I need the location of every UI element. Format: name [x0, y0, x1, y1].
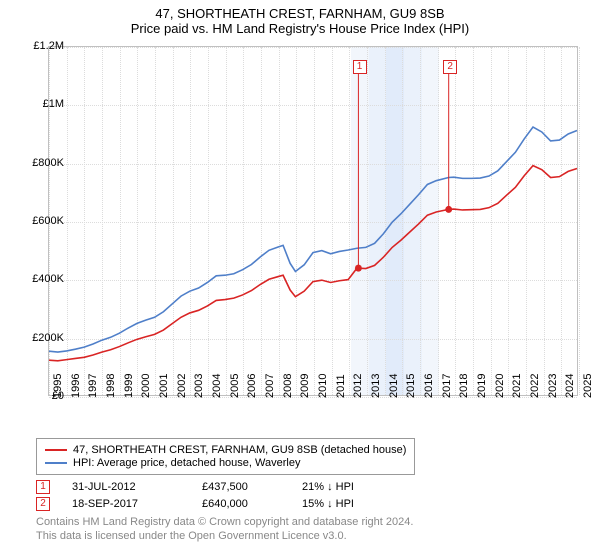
x-axis-label: 1997 [87, 374, 99, 398]
footer-attribution: Contains HM Land Registry data © Crown c… [36, 516, 413, 544]
legend-item: 47, SHORTHEATH CREST, FARNHAM, GU9 8SB (… [45, 444, 406, 456]
sale-date: 18-SEP-2017 [72, 498, 202, 510]
legend-swatch [45, 449, 67, 451]
x-axis-label: 2008 [282, 374, 294, 398]
x-axis-label: 2012 [352, 374, 364, 398]
x-axis-label: 2004 [211, 374, 223, 398]
x-axis-label: 2006 [246, 374, 258, 398]
legend-label: 47, SHORTHEATH CREST, FARNHAM, GU9 8SB (… [73, 444, 406, 456]
x-axis-label: 2023 [547, 374, 559, 398]
legend-item: HPI: Average price, detached house, Wave… [45, 457, 406, 469]
table-row: 2 18-SEP-2017£640,00015% ↓ HPI [36, 495, 402, 512]
y-axis-label: £200K [32, 332, 64, 344]
sale-price: £640,000 [202, 498, 302, 510]
x-axis-label: 2001 [158, 374, 170, 398]
footer-line: This data is licensed under the Open Gov… [36, 530, 413, 544]
table-row: 1 31-JUL-2012£437,50021% ↓ HPI [36, 478, 402, 495]
legend-swatch [45, 462, 67, 464]
chart-title: 47, SHORTHEATH CREST, FARNHAM, GU9 8SB [0, 0, 600, 21]
x-axis-label: 2010 [317, 374, 329, 398]
y-axis-label: £1M [43, 98, 64, 110]
sale-marker-flag: 2 [443, 60, 457, 74]
sale-marker-dot [355, 265, 362, 272]
x-axis-label: 2013 [370, 374, 382, 398]
legend-label: HPI: Average price, detached house, Wave… [73, 457, 300, 469]
x-axis-label: 2022 [529, 374, 541, 398]
y-axis-label: £600K [32, 215, 64, 227]
chart-subtitle: Price paid vs. HM Land Registry's House … [0, 21, 600, 40]
x-axis-label: 1998 [105, 374, 117, 398]
sales-table: 1 31-JUL-2012£437,50021% ↓ HPI 2 18-SEP-201… [36, 478, 402, 512]
sale-flag-icon: 2 [36, 497, 50, 511]
x-axis-label: 2002 [176, 374, 188, 398]
x-axis-label: 2003 [193, 374, 205, 398]
legend: 47, SHORTHEATH CREST, FARNHAM, GU9 8SB (… [36, 438, 415, 475]
x-axis-label: 2018 [458, 374, 470, 398]
sale-marker-dot [445, 206, 452, 213]
plot-area: 12 [48, 46, 578, 396]
chart-container: 47, SHORTHEATH CREST, FARNHAM, GU9 8SB P… [0, 0, 600, 560]
y-axis-label: £1.2M [33, 40, 64, 52]
x-axis-label: 1996 [70, 374, 82, 398]
x-axis-label: 1999 [123, 374, 135, 398]
sale-date: 31-JUL-2012 [72, 481, 202, 493]
sale-marker-flag: 1 [353, 60, 367, 74]
footer-line: Contains HM Land Registry data © Crown c… [36, 516, 413, 530]
series-line-red [49, 166, 577, 361]
series-line-blue [49, 127, 577, 352]
x-axis-label: 2009 [299, 374, 311, 398]
sale-price: £437,500 [202, 481, 302, 493]
x-axis-label: 2011 [335, 374, 347, 398]
x-axis-label: 2016 [423, 374, 435, 398]
x-axis-label: 2000 [140, 374, 152, 398]
y-axis-label: £400K [32, 273, 64, 285]
x-axis-label: 2014 [388, 374, 400, 398]
x-axis-label: 1995 [52, 374, 64, 398]
y-axis-label: £800K [32, 157, 64, 169]
x-axis-label: 2019 [476, 374, 488, 398]
x-axis-label: 2021 [511, 374, 523, 398]
x-axis-label: 2015 [405, 374, 417, 398]
x-axis-label: 2017 [441, 374, 453, 398]
sale-hpi-diff: 15% ↓ HPI [302, 498, 402, 510]
x-axis-label: 2025 [582, 374, 594, 398]
x-axis-label: 2007 [264, 374, 276, 398]
sale-flag-icon: 1 [36, 480, 50, 494]
x-axis-label: 2005 [229, 374, 241, 398]
x-axis-label: 2024 [564, 374, 576, 398]
sale-hpi-diff: 21% ↓ HPI [302, 481, 402, 493]
x-axis-label: 2020 [494, 374, 506, 398]
